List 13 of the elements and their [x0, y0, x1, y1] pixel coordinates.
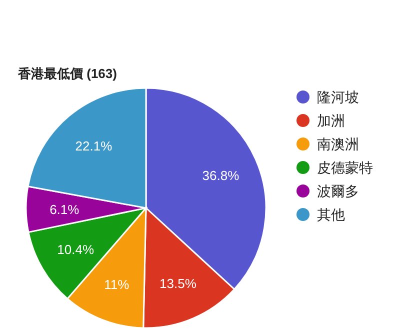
data-label: 11% [104, 277, 130, 292]
legend-label: 波爾多 [317, 183, 359, 199]
legend-label: 隆河坡 [317, 89, 359, 105]
legend-label: 皮德蒙特 [317, 160, 373, 176]
legend-label: 南澳洲 [317, 136, 359, 152]
chart-title: 香港最低價 (163) [17, 66, 117, 81]
data-label: 13.5% [160, 276, 197, 292]
data-label: 36.8% [202, 168, 240, 184]
data-label: 10.4% [57, 242, 94, 258]
legend-label: 其他 [317, 206, 345, 222]
legend-label: 加洲 [317, 112, 345, 128]
data-label: 6.1% [50, 202, 80, 217]
data-label: 22.1% [75, 138, 113, 154]
